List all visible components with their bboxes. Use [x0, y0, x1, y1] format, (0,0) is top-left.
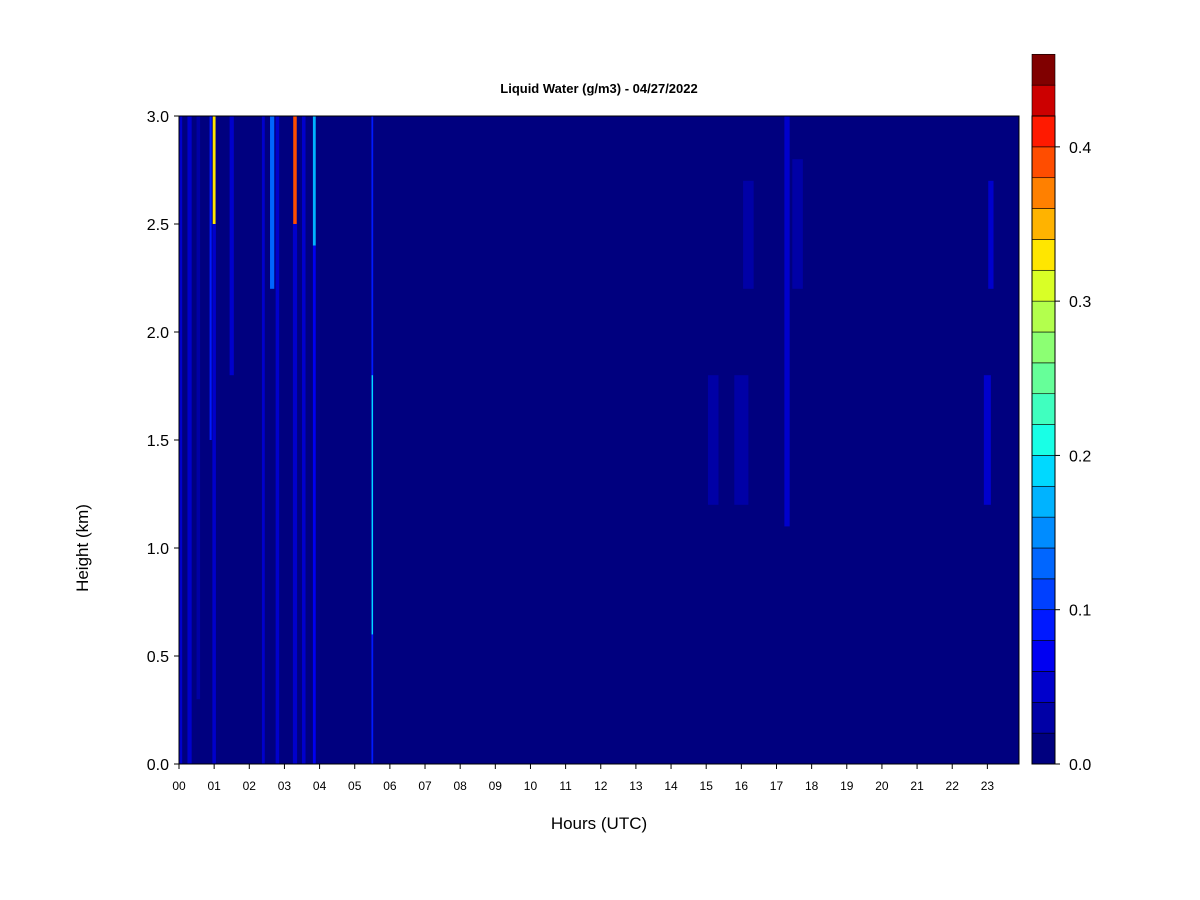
y-tick-label: 3.0 [147, 109, 169, 126]
colorbar-tick-label: 0.2 [1069, 448, 1091, 465]
x-tick-label: 04 [313, 779, 327, 793]
y-tick-label: 1.0 [147, 541, 169, 558]
heatmap-feature-0 [179, 116, 183, 764]
colorbar-swatch [1031, 609, 1056, 641]
colorbar-tick-label: 0.0 [1069, 757, 1091, 774]
x-axis: 00 01 02 03 04 05 06 07 08 09 10 11 12 13 14 15 16 17 18 19… [172, 764, 994, 793]
x-tick-label: 11 [559, 779, 572, 793]
heatmap-feature-1 [187, 116, 192, 764]
colorbar-swatch [1031, 640, 1056, 672]
y-tick-label: 0.5 [147, 649, 169, 666]
heatmap-feature-22 [983, 375, 991, 505]
heatmap-feature-12 [302, 116, 306, 764]
x-tick-label: 17 [770, 779, 784, 793]
heatmap-feature-11 [292, 224, 298, 764]
heatmap-feature-3 [209, 116, 212, 440]
heatmap-background [179, 116, 1019, 764]
heatmap-feature-13 [312, 116, 316, 246]
x-tick-label: 10 [524, 779, 538, 793]
chart-title: Liquid Water (g/m3) - 04/27/2022 [500, 81, 697, 96]
colorbar-tick-label: 0.3 [1069, 294, 1091, 311]
heatmap-feature-8 [270, 116, 275, 289]
y-axis: 0.0 0.5 1.0 1.5 2.0 2.5 3.0 [147, 109, 179, 774]
colorbar-swatch [1031, 362, 1056, 395]
heatmap-feature-5 [212, 224, 216, 764]
x-tick-label: 13 [629, 779, 643, 793]
colorbar-swatch [1031, 177, 1056, 209]
colorbar-tick-label: 0.1 [1069, 603, 1091, 620]
colorbar: 0.0 0.1 0.2 0.3 0.4 [1031, 53, 1091, 774]
colorbar-swatch [1031, 732, 1056, 765]
y-tick-label: 0.0 [147, 757, 169, 774]
heatmap-feature-10 [293, 116, 297, 224]
x-tick-label: 20 [875, 779, 889, 793]
x-tick-label: 16 [735, 779, 749, 793]
x-tick-label: 14 [664, 779, 678, 793]
heatmap-feature-16 [371, 375, 374, 635]
y-tick-label: 2.0 [147, 325, 169, 342]
y-tick-label: 1.5 [147, 433, 169, 450]
colorbar-swatch [1031, 239, 1056, 271]
x-tick-label: 06 [383, 779, 397, 793]
x-tick-label: 12 [594, 779, 608, 793]
heatmap-feature-17 [707, 375, 719, 505]
heatmap-feature-2 [196, 116, 201, 700]
x-tick-label: 01 [207, 779, 221, 793]
heatmap-feature-14 [312, 245, 316, 765]
colorbar-swatch [1031, 331, 1056, 364]
colorbar-swatch [1031, 84, 1056, 117]
heatmap-feature-23 [988, 180, 994, 289]
x-tick-label: 07 [418, 779, 432, 793]
x-tick-label: 00 [172, 779, 186, 793]
colorbar-swatch [1031, 516, 1056, 549]
heatmap-cells [179, 116, 994, 765]
colorbar-swatch [1031, 146, 1056, 179]
colorbar-tick-label: 0.4 [1069, 140, 1091, 157]
x-tick-label: 23 [981, 779, 995, 793]
heatmap-feature-4 [212, 116, 216, 224]
colorbar-swatch [1031, 578, 1056, 611]
colorbar-swatch [1031, 485, 1056, 518]
colorbar-swatch [1031, 53, 1056, 86]
colorbar-swatch [1031, 300, 1056, 333]
heatmap-feature-7 [261, 116, 265, 764]
heatmap-feature-18 [734, 375, 749, 505]
y-axis-label: Height (km) [73, 504, 92, 592]
colorbar-swatch [1031, 424, 1056, 456]
colorbar-swatch [1031, 115, 1056, 148]
x-tick-label: 18 [805, 779, 819, 793]
x-tick-label: 19 [840, 779, 854, 793]
heatmap-feature-19 [784, 116, 790, 527]
x-tick-label: 22 [946, 779, 960, 793]
heatmap-feature-9 [275, 116, 280, 764]
heatmap-feature-20 [792, 159, 803, 289]
y-tick-label: 2.5 [147, 217, 169, 234]
x-tick-label: 03 [278, 779, 292, 793]
colorbar-swatch [1031, 701, 1056, 734]
x-tick-label: 05 [348, 779, 362, 793]
colorbar-swatch [1031, 208, 1056, 240]
heatmap-feature-6 [229, 116, 234, 376]
x-tick-label: 09 [489, 779, 503, 793]
colorbar-swatch [1031, 393, 1056, 425]
colorbar-swatch [1031, 455, 1056, 487]
colorbar-frame [1031, 115, 1056, 765]
colorbar-swatch [1031, 269, 1056, 302]
heatmap-plot-area [178, 115, 1020, 765]
colorbar-swatch [1031, 547, 1056, 580]
x-tick-label: 21 [910, 779, 924, 793]
x-tick-label: 08 [453, 779, 467, 793]
heatmap-feature-21 [743, 180, 754, 289]
colorbar-swatch [1031, 671, 1056, 703]
x-tick-label: 15 [700, 779, 714, 793]
x-tick-label: 02 [243, 779, 257, 793]
x-axis-label: Hours (UTC) [551, 814, 647, 833]
